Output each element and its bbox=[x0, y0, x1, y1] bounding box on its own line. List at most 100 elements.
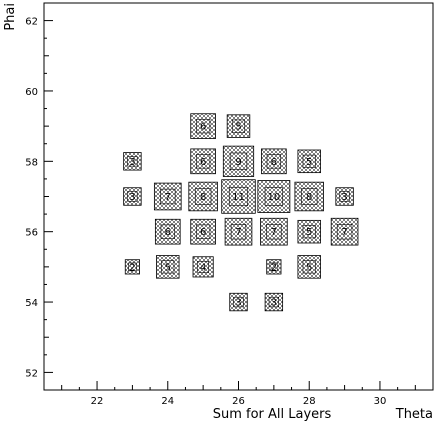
histogram-cell: 5 bbox=[297, 255, 321, 279]
histogram-cell: 7 bbox=[260, 217, 288, 246]
cell-value-label: 5 bbox=[235, 122, 241, 133]
x-tick-label: 22 bbox=[91, 396, 104, 407]
cell-value-label: 6 bbox=[200, 227, 206, 238]
cell-inner-box bbox=[230, 224, 247, 240]
cell-inner-box bbox=[127, 156, 138, 167]
cell-box bbox=[229, 292, 248, 312]
histogram-cell: 6 bbox=[190, 218, 216, 245]
cell-box bbox=[123, 152, 142, 171]
cell-inner-box bbox=[197, 260, 210, 273]
histogram-cell: 11 bbox=[221, 179, 256, 214]
cell-value-label: 3 bbox=[129, 192, 135, 203]
cell-box bbox=[226, 114, 251, 138]
cell-box bbox=[154, 218, 181, 245]
cell-box bbox=[190, 218, 216, 245]
cell-box bbox=[257, 180, 291, 213]
y-tick-label: 54 bbox=[25, 298, 38, 309]
histogram-cell: 6 bbox=[261, 148, 287, 175]
cell-value-label: 6 bbox=[200, 157, 206, 168]
histogram-cell: 3 bbox=[335, 187, 354, 206]
histogram-cell: 4 bbox=[192, 256, 214, 278]
cell-box bbox=[153, 182, 182, 211]
cell-value-label: 11 bbox=[232, 192, 245, 203]
cell-inner-box bbox=[266, 224, 282, 240]
cell-inner-box bbox=[160, 224, 175, 239]
cell-box bbox=[192, 256, 214, 278]
histogram-cell: 10 bbox=[257, 180, 291, 213]
cell-box bbox=[335, 187, 354, 206]
cell-value-label: 10 bbox=[267, 192, 280, 203]
histogram-cells: 6 5 3 6 9 6 5 3 7 8 11 10 8 3 6 6 7 7 5 7 2 5 4 2 5 3 3 bbox=[123, 113, 359, 312]
cell-inner-box bbox=[268, 296, 279, 308]
cell-value-label: 3 bbox=[129, 157, 135, 168]
cell-box bbox=[123, 187, 142, 206]
cell-box bbox=[124, 259, 140, 275]
cell-inner-box bbox=[266, 154, 281, 169]
histogram-cell: 5 bbox=[297, 219, 321, 244]
histogram-cell: 2 bbox=[124, 259, 140, 275]
histogram-cell: 7 bbox=[153, 182, 182, 211]
cell-inner-box bbox=[194, 188, 212, 205]
cell-box bbox=[190, 113, 216, 139]
cell-value-label: 4 bbox=[200, 262, 206, 273]
cell-value-label: 8 bbox=[306, 192, 312, 203]
cell-inner-box bbox=[196, 154, 211, 169]
histogram-cell: 3 bbox=[264, 292, 284, 312]
histogram-cell: 5 bbox=[226, 114, 251, 138]
cell-value-label: 5 bbox=[165, 262, 171, 273]
cell-value-label: 7 bbox=[235, 227, 241, 238]
cell-box bbox=[224, 217, 253, 246]
cell-box bbox=[266, 259, 282, 275]
histogram-cell: 8 bbox=[188, 181, 218, 212]
y-tick-label: 62 bbox=[25, 17, 38, 28]
histogram-cell: 5 bbox=[156, 255, 180, 279]
cell-box bbox=[297, 219, 321, 244]
cell-value-label: 5 bbox=[306, 157, 312, 168]
cell-inner-box bbox=[302, 225, 316, 239]
histogram-cell: 6 bbox=[154, 218, 181, 245]
cell-inner-box bbox=[196, 119, 211, 134]
cell-value-label: 3 bbox=[235, 298, 241, 309]
x-axis-variable-label: Theta bbox=[395, 407, 433, 422]
cell-value-label: 6 bbox=[271, 157, 277, 168]
cell-inner-box bbox=[161, 260, 175, 274]
cell-box bbox=[156, 255, 180, 279]
y-tick-label: 58 bbox=[25, 157, 38, 168]
cell-box bbox=[222, 145, 255, 177]
histogram-cell: 5 bbox=[297, 149, 321, 174]
y-tick-label: 56 bbox=[25, 228, 38, 239]
cell-inner-box bbox=[233, 296, 244, 308]
histogram-cell: 3 bbox=[229, 292, 248, 312]
cell-inner-box bbox=[264, 187, 283, 206]
x-tick-label: 28 bbox=[303, 396, 316, 407]
histogram-cell: 7 bbox=[224, 217, 253, 246]
cell-value-label: 3 bbox=[341, 192, 347, 203]
cell-value-label: 2 bbox=[129, 262, 135, 273]
histogram-cell: 3 bbox=[123, 187, 142, 206]
cell-inner-box bbox=[231, 119, 246, 133]
cell-box bbox=[188, 181, 218, 212]
y-axis-title: Phai bbox=[3, 3, 18, 31]
cell-value-label: 6 bbox=[200, 122, 206, 133]
cell-inner-box bbox=[336, 224, 353, 240]
cell-box bbox=[297, 149, 321, 174]
x-tick-label: 30 bbox=[374, 396, 387, 407]
x-tick-label: 24 bbox=[161, 396, 174, 407]
cell-box bbox=[264, 292, 284, 312]
cell-inner-box bbox=[301, 188, 318, 205]
cell-box bbox=[294, 181, 324, 212]
histogram-cell: 8 bbox=[294, 181, 324, 212]
cell-inner-box bbox=[302, 154, 316, 168]
y-tick-label: 60 bbox=[25, 87, 38, 98]
cell-value-label: 2 bbox=[271, 262, 277, 273]
cell-box bbox=[330, 217, 359, 246]
cell-value-label: 7 bbox=[341, 227, 347, 238]
cell-inner-box bbox=[229, 152, 248, 170]
cell-inner-box bbox=[269, 262, 279, 272]
cell-box bbox=[190, 148, 216, 175]
cell-inner-box bbox=[127, 191, 138, 202]
histogram-cell: 9 bbox=[222, 145, 255, 177]
histogram-cell: 6 bbox=[190, 148, 216, 175]
